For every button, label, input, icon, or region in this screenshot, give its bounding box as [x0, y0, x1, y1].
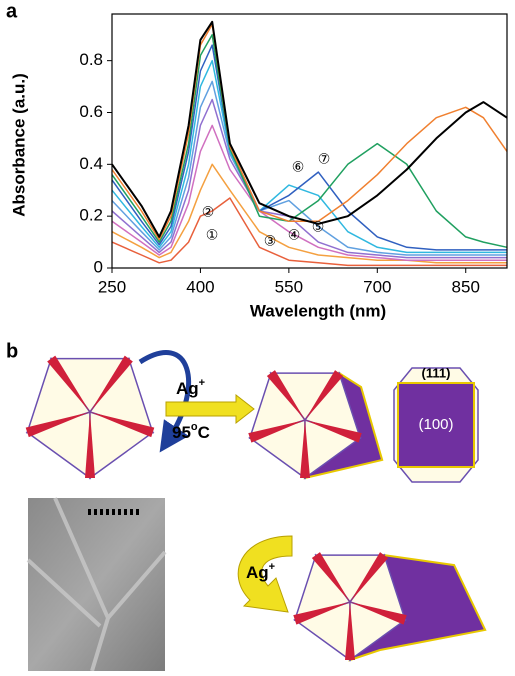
y-tick-label: 0.4: [79, 154, 103, 173]
y-tick-label: 0: [94, 257, 103, 276]
temperature: 95: [172, 423, 191, 442]
y-tick-label: 0.8: [79, 50, 103, 69]
y-tick-label: 0.2: [79, 206, 103, 225]
curve-annotation: ④: [288, 227, 301, 243]
reagent-label: Ag+: [176, 377, 205, 399]
curve-annotation: ⑤: [312, 219, 325, 235]
y-axis-label: Absorbance (a.u.): [9, 73, 28, 217]
second-reagent-label: Ag+: [246, 561, 275, 583]
unit: C: [198, 423, 210, 442]
panel-label: b: [6, 340, 18, 362]
panel-b: b Ag+ 95oC Ag+ (111) (100): [6, 340, 485, 671]
x-tick-label: 700: [363, 277, 391, 296]
facet-label: (111): [422, 365, 451, 380]
body: {"chart_data":{"type":"line","panel":"a"…: [0, 0, 515, 671]
x-tick-label: 250: [98, 277, 126, 296]
x-tick-label: 850: [452, 277, 480, 296]
spectrum-line: [112, 22, 507, 237]
x-tick-label: 550: [275, 277, 303, 296]
figure: a Wavelength (nm) Absorbance (a.u.) 0 0.2…: [0, 0, 515, 671]
reagent-charge: +: [269, 561, 275, 573]
curve-annotation: ⑥: [292, 159, 305, 175]
page: html,body{margin:0;padding:0;background:…: [0, 0, 515, 671]
decahedron: [248, 370, 382, 478]
curve-annotation: ①: [206, 227, 219, 243]
reagent-charge: +: [199, 377, 205, 389]
reagent: Ag: [176, 379, 199, 398]
facet-label: (100): [418, 416, 453, 433]
x-tick-label: 400: [186, 277, 214, 296]
x-axis-label: Wavelength (nm): [250, 301, 386, 320]
decahedron: [293, 552, 485, 660]
decahedron: [26, 356, 155, 478]
tem-image: [28, 498, 165, 671]
curve-annotation: ②: [202, 204, 215, 220]
curve-annotation: ⑦: [318, 151, 331, 167]
y-tick-label: 0.6: [79, 102, 103, 121]
curve-annotation: ③: [264, 233, 277, 249]
panel-label: a: [6, 0, 18, 22]
reagent: Ag: [246, 563, 269, 582]
condition-label: 95oC: [172, 421, 210, 443]
